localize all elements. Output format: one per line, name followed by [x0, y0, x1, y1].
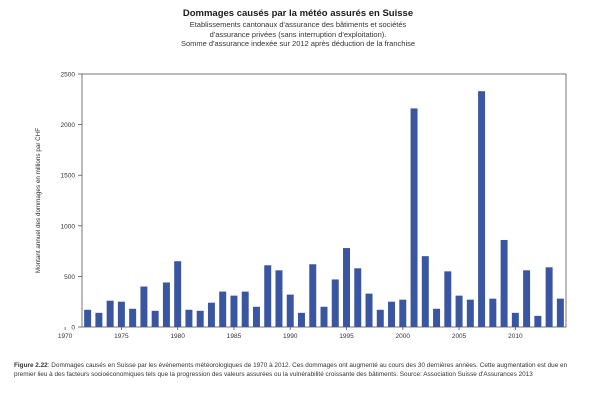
x-tick-label: 1995 [339, 333, 354, 340]
bar [343, 248, 351, 327]
x-tick-label: 2005 [452, 333, 467, 340]
bar [84, 309, 92, 327]
bar [151, 310, 159, 327]
plot-area [81, 73, 567, 328]
bar [331, 279, 339, 327]
bar [264, 265, 272, 327]
y-tick-label: 0 [71, 325, 75, 332]
bar [410, 108, 418, 328]
bar [162, 282, 170, 327]
y-tick-label: 2500 [61, 72, 76, 79]
x-tick-label: 1990 [283, 333, 298, 340]
caption-label: Figure 2.22 [14, 362, 48, 369]
bar [185, 309, 193, 327]
y-tick-label: 1500 [61, 173, 76, 180]
chart-header: Dommages causés par la météo assurés en … [0, 8, 596, 49]
x-tick-label: 1985 [227, 333, 242, 340]
y-tick-label: 2000 [61, 122, 76, 129]
bar [376, 309, 384, 327]
bar [309, 264, 317, 327]
chart-subtitle-line-3: Somme d'assurance indexée sur 2012 après… [180, 39, 416, 48]
x-tick-label: 2010 [508, 333, 523, 340]
bar [207, 302, 215, 327]
bar [556, 298, 564, 327]
bar [421, 256, 429, 327]
bar [320, 306, 328, 327]
bar [466, 299, 474, 327]
bar [129, 308, 137, 327]
bar [174, 261, 182, 327]
bar [117, 301, 125, 327]
bar [241, 291, 249, 327]
bar [95, 312, 103, 327]
y-tick-label: 1000 [61, 223, 76, 230]
chart-subtitle-line-2: d'assurance privées (sans interruption d… [209, 29, 387, 39]
y-tick-label: 500 [64, 274, 75, 281]
bar [523, 270, 531, 327]
bar [365, 293, 373, 327]
bar [140, 286, 148, 327]
bar [354, 268, 362, 327]
bar-chart: 0 500 1000 1500 2000 2500 Montant annuel des d… [35, 72, 567, 340]
bar [388, 301, 396, 327]
bar [455, 295, 463, 327]
bar [489, 298, 497, 327]
x-tick-label: 1975 [114, 333, 129, 340]
bar [286, 294, 294, 327]
bar [230, 295, 238, 327]
chart-subtitle-line-1: Etablissements cantonaux d'assurance des… [189, 20, 407, 29]
bar [106, 300, 114, 327]
bar [511, 312, 519, 327]
bar [275, 270, 283, 327]
x-tick-label: 2000 [396, 333, 411, 340]
y-axis-label: Montant annuel des dommages en millions … [35, 128, 42, 273]
bar [219, 291, 227, 327]
caption-text: : Dommages causés en Suisse par les évén… [14, 362, 568, 378]
bar [444, 271, 452, 327]
chart-title: Dommages causés par la météo assurés en … [182, 8, 414, 19]
bar [433, 308, 441, 327]
bar [297, 312, 305, 327]
x-tick-label: 1970 [58, 333, 73, 340]
bar [534, 315, 542, 327]
bar [500, 239, 508, 327]
bar [545, 267, 553, 327]
bar [196, 310, 204, 327]
figure-caption: Figure 2.22: Dommages causés en Suisse p… [14, 361, 586, 379]
bar [252, 306, 260, 327]
x-tick-label: 1980 [170, 333, 185, 340]
bar [478, 91, 486, 327]
bar [399, 299, 407, 327]
